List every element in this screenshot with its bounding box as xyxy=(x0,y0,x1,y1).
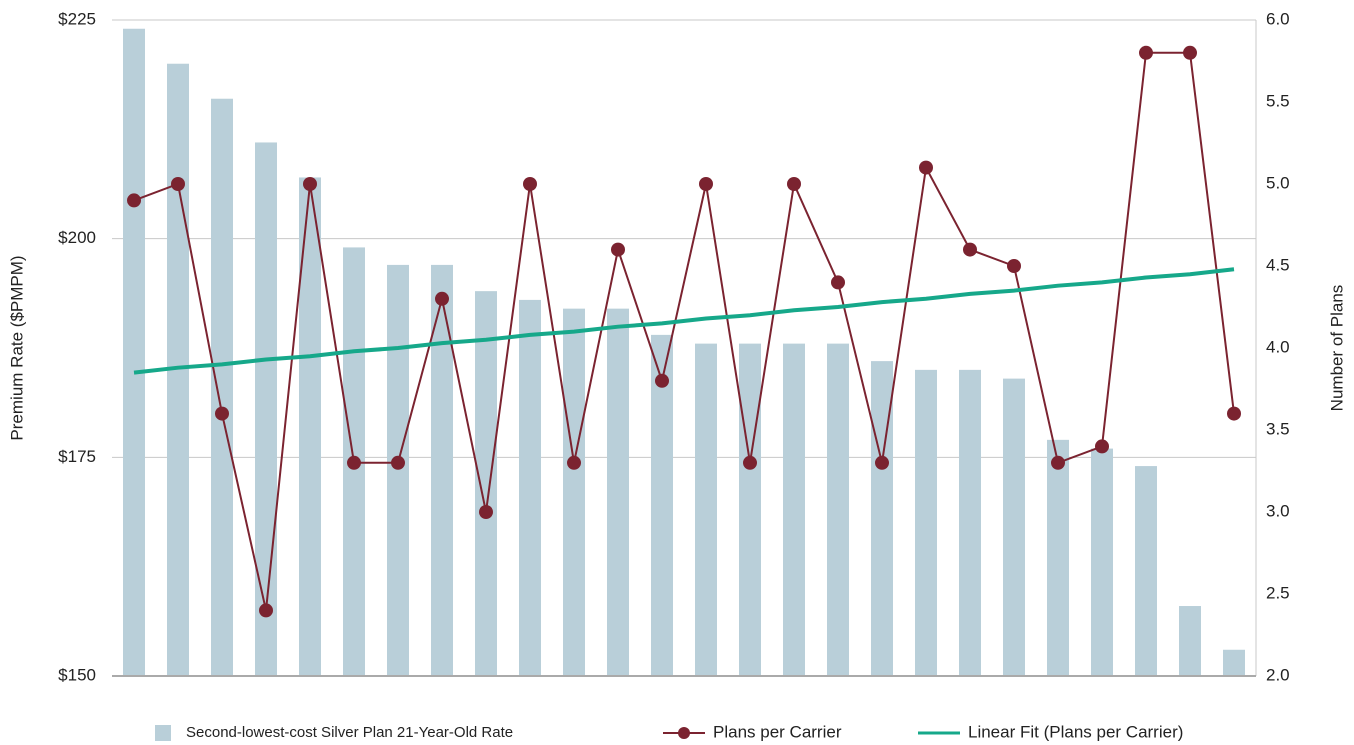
y-axis-label: Premium Rate ($PMPM) xyxy=(7,255,26,440)
y2-tick-label: 3.5 xyxy=(1266,419,1290,438)
marker xyxy=(875,455,889,470)
marker xyxy=(1139,45,1153,60)
marker xyxy=(127,193,141,208)
marker xyxy=(1095,439,1109,454)
bar xyxy=(739,343,761,676)
bar xyxy=(255,142,277,676)
marker xyxy=(1183,45,1197,60)
legend-marker xyxy=(678,727,690,739)
y-tick-label: $225 xyxy=(58,9,96,28)
bar xyxy=(783,343,805,676)
marker xyxy=(919,160,933,175)
legend-label: Second-lowest-cost Silver Plan 21-Year-O… xyxy=(186,724,513,741)
legend-swatch xyxy=(155,725,171,741)
marker xyxy=(303,177,317,191)
marker xyxy=(215,406,229,421)
marker xyxy=(171,177,185,191)
marker xyxy=(567,455,581,470)
marker xyxy=(787,177,801,191)
series-line xyxy=(133,267,1235,375)
bar xyxy=(959,369,981,676)
bar xyxy=(431,264,453,676)
y-tick-label: $200 xyxy=(58,228,96,247)
y-tick-label: $175 xyxy=(58,447,96,466)
bar xyxy=(211,98,233,677)
y2-tick-label: 4.5 xyxy=(1266,255,1290,274)
legend-label: Linear Fit (Plans per Carrier) xyxy=(968,722,1183,741)
bar xyxy=(1223,649,1245,676)
marker xyxy=(259,603,273,618)
bar xyxy=(519,299,541,676)
legend-label: Plans per Carrier xyxy=(713,722,842,741)
marker xyxy=(743,455,757,470)
y2-tick-label: 4.0 xyxy=(1266,337,1290,356)
bar xyxy=(1091,448,1113,676)
marker xyxy=(435,291,449,306)
y2-tick-label: 2.5 xyxy=(1266,583,1290,602)
marker xyxy=(1007,259,1021,273)
bar xyxy=(1047,439,1069,676)
y2-tick-label: 5.5 xyxy=(1266,91,1290,110)
bar xyxy=(827,343,849,676)
marker xyxy=(963,242,977,257)
bar xyxy=(695,343,717,676)
series-line xyxy=(133,51,1235,611)
y2-tick-label: 3.0 xyxy=(1266,501,1290,520)
y-tick-label: $150 xyxy=(58,665,96,684)
y2-axis-label: Number of Plans xyxy=(1327,285,1346,412)
marker xyxy=(611,242,625,257)
marker xyxy=(523,177,537,191)
marker xyxy=(347,455,361,470)
y2-tick-label: 6.0 xyxy=(1266,9,1290,28)
bar xyxy=(299,177,321,676)
y2-tick-label: 2.0 xyxy=(1266,665,1290,684)
bar xyxy=(915,369,937,676)
bar xyxy=(387,264,409,676)
marker xyxy=(391,455,405,470)
y2-tick-label: 5.0 xyxy=(1266,173,1290,192)
marker xyxy=(1051,455,1065,470)
bar xyxy=(1135,466,1157,676)
bar xyxy=(563,308,585,676)
marker xyxy=(479,505,493,519)
bar xyxy=(1179,606,1201,676)
marker xyxy=(699,177,713,191)
bar xyxy=(475,291,497,676)
bar xyxy=(123,28,145,677)
marker xyxy=(831,275,845,290)
marker xyxy=(1227,406,1241,421)
bar xyxy=(651,334,673,676)
bar xyxy=(607,308,629,676)
marker xyxy=(655,373,669,388)
bar xyxy=(1003,378,1025,676)
